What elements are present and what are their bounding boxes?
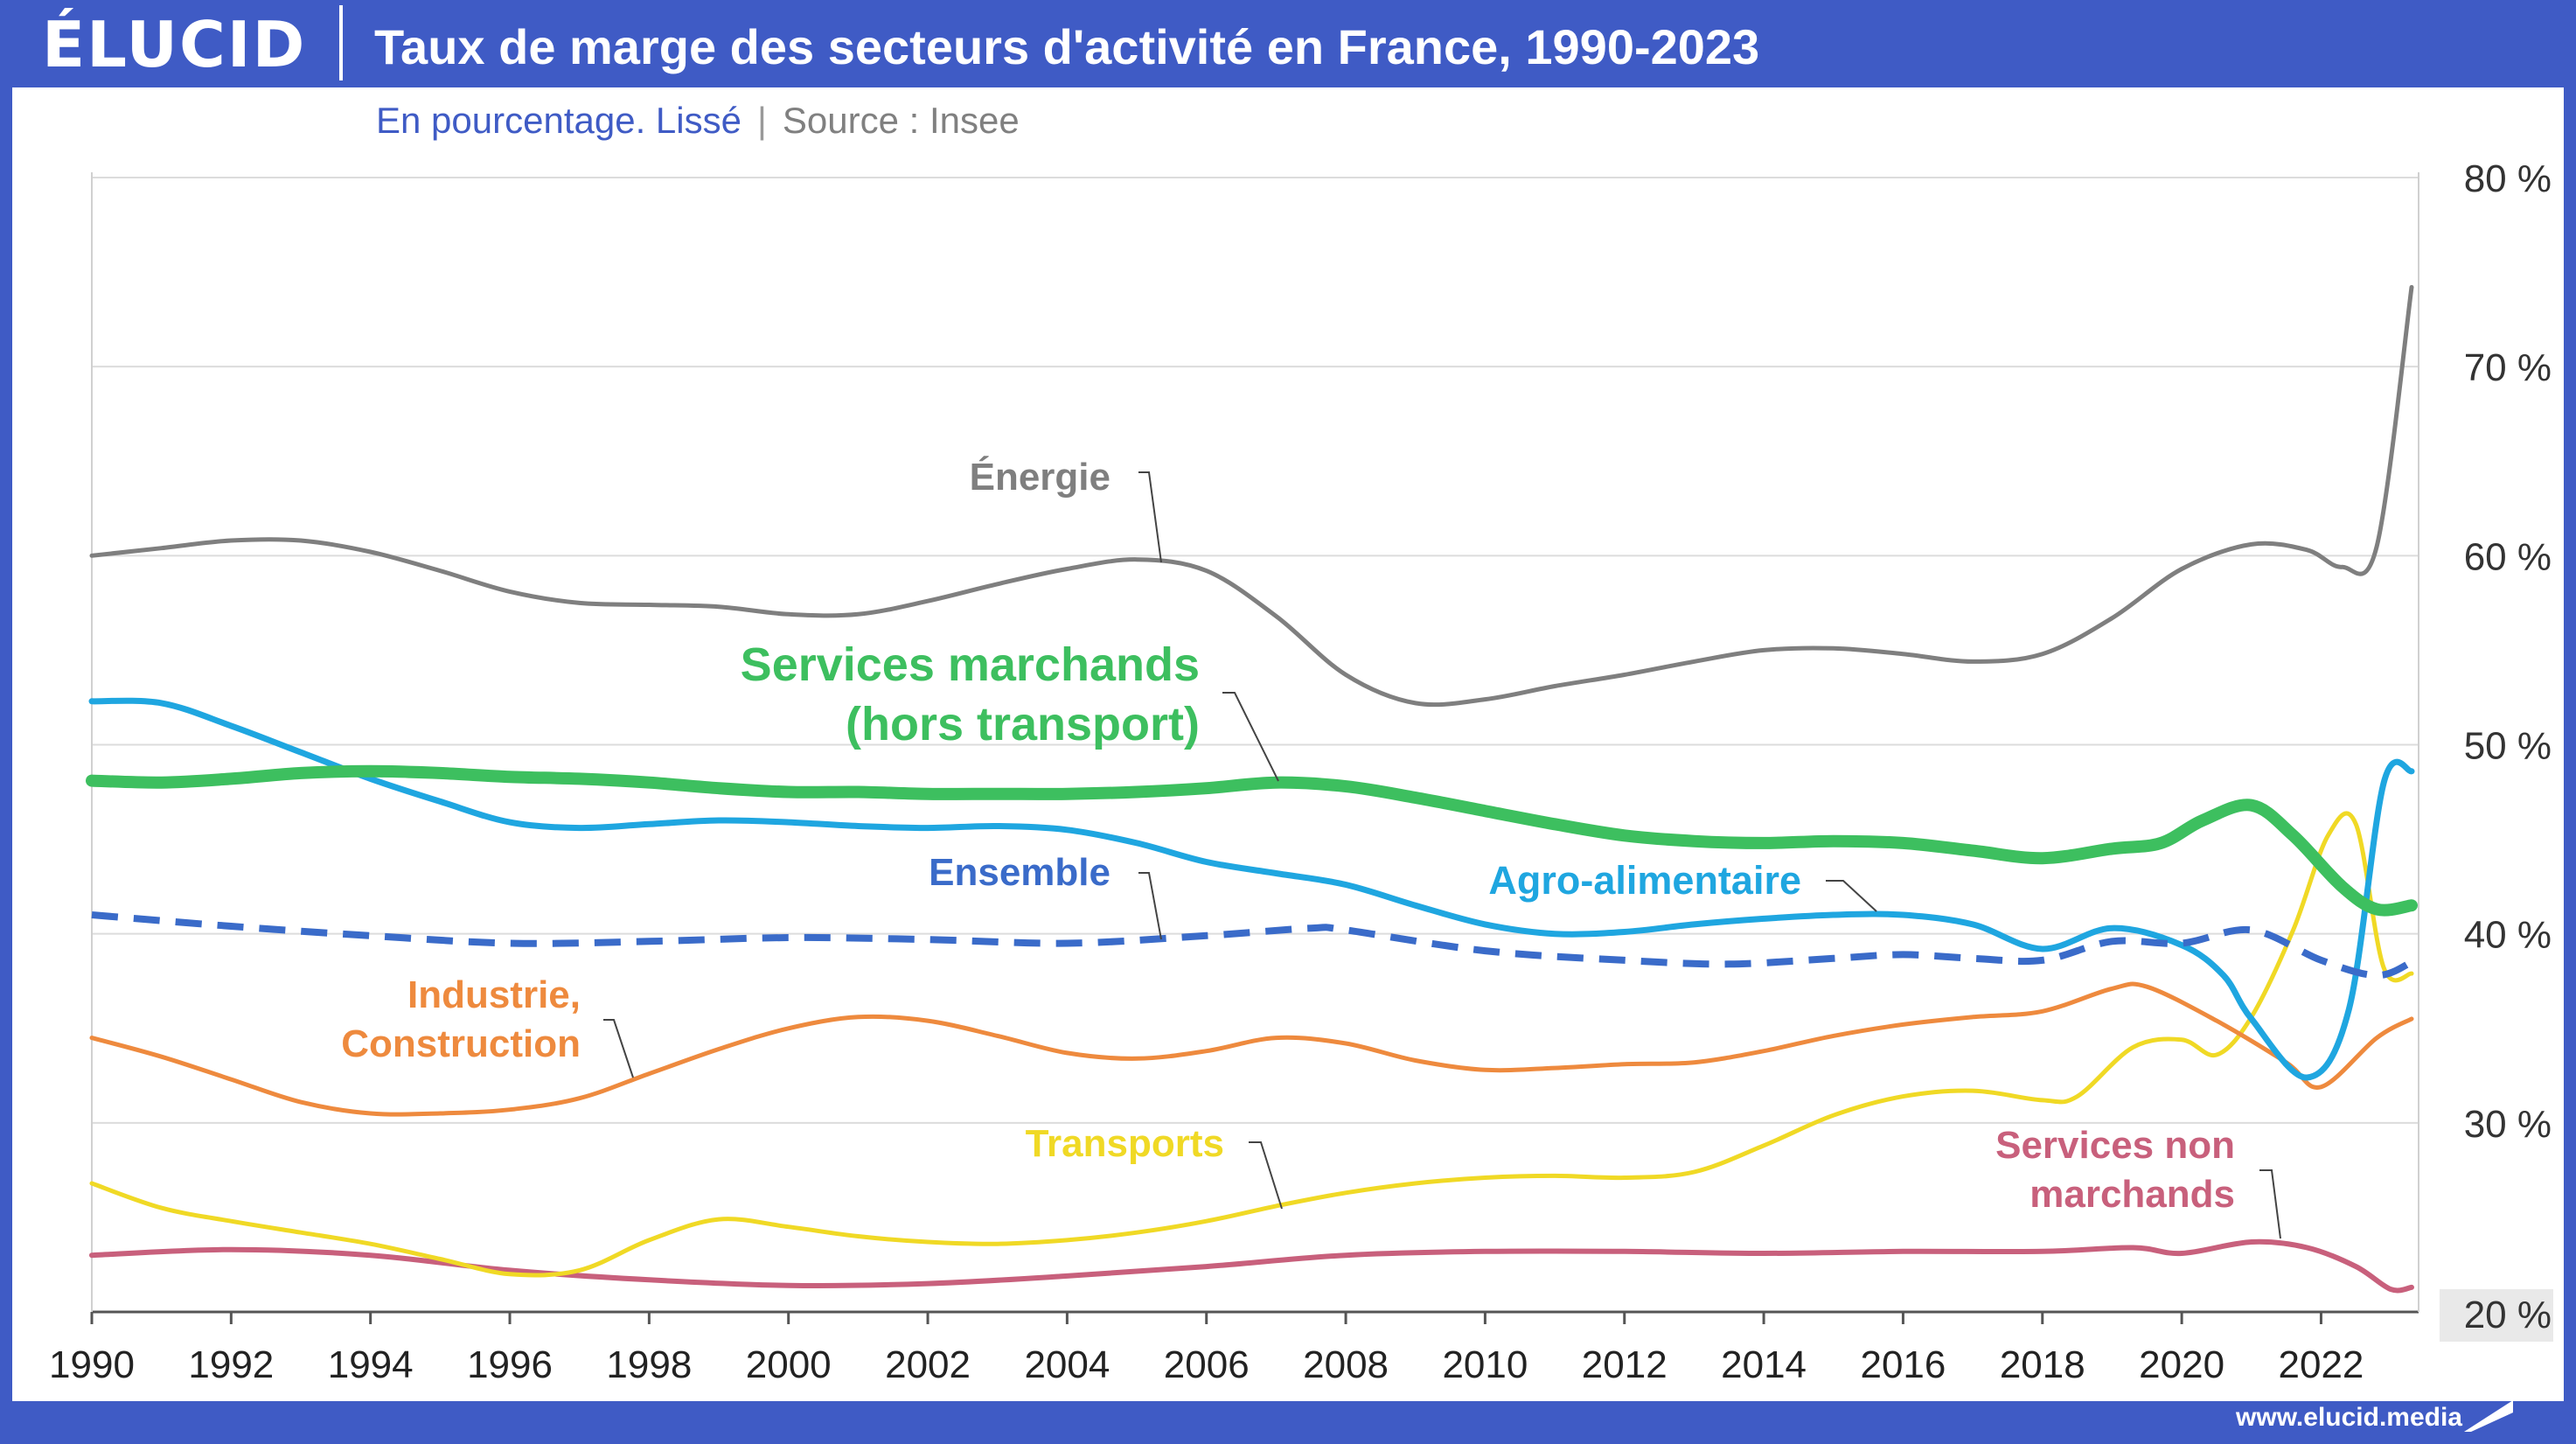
leader-agro-alimentaire [1826,880,1877,912]
header-divider [339,5,343,80]
series-line-ensemble [91,911,2413,980]
gridlines [92,177,2419,1124]
label-leaders [603,471,2281,1239]
x-tick-label: 2002 [885,1343,971,1386]
x-tick-label: 2010 [1442,1343,1528,1386]
x-tick-label: 1992 [188,1343,274,1386]
x-tick-label: 2020 [2139,1343,2224,1386]
leader-services-marchands-hors-transport [1222,692,1279,782]
x-tick-label: 1998 [606,1343,692,1386]
series-label-line: (hors transport) [846,698,1200,750]
y-tick-label: 30 % [2464,1103,2552,1146]
series-label-line: Services marchands [741,638,1200,691]
series-label-line: Construction [341,1022,581,1065]
series-line-energie [89,284,2414,708]
series-label-services-non-marchands: Services non marchands [1995,1124,2235,1216]
leader-transports [1249,1141,1283,1210]
subtitle-divider: | [756,100,767,141]
x-tick-label: 2018 [2000,1343,2085,1386]
series-labels: Énergie Services marchands (hors transport… [341,455,2235,1216]
series-label-line: Agro-alimentaire [1488,858,1801,903]
y-tick-label: 40 % [2464,914,2552,957]
y-tick-label: 20 % [2464,1294,2552,1336]
series-label-line: Services non [1995,1124,2235,1167]
chart-subtitle-line: En pourcentage. Lissé | Source : Insee [376,93,1020,149]
series-label-services-marchands-hors-transport: Services marchands (hors transport) [741,638,1200,750]
leader-ensemble [1138,872,1162,940]
x-tick-label: 2004 [1024,1343,1110,1386]
x-tick-label: 2022 [2279,1343,2364,1386]
elucid-logo[interactable]: ÉLUCID [42,8,307,81]
source-note: Source : Insee [782,100,1020,141]
series-line-industrie-construction [89,981,2414,1117]
header-bar: ÉLUCID Taux de marge des secteurs d'acti… [0,0,2576,87]
footer-url[interactable]: www.elucid.media [2236,1403,2462,1432]
series-line-agro-alimentaire [88,697,2415,1081]
x-tick-label: 2014 [1721,1343,1807,1386]
series-label-agro-alimentaire: Agro-alimentaire [1488,858,1801,903]
x-tick-label: 1994 [328,1343,414,1386]
x-tick-label: 2008 [1303,1343,1389,1386]
series-line-transports [89,811,2414,1278]
series-label-line: Industrie, [407,973,581,1016]
series-lines [86,284,2418,1294]
y-tick-label: 80 % [2464,157,2552,200]
series-label-ensemble: Ensemble [929,851,1110,894]
elucid-mark-icon [2464,1400,2513,1432]
leader-industrie-construction [603,1019,634,1078]
y-tick-bg-20 [2440,1289,2553,1342]
series-line-services-non-marchands [89,1238,2414,1294]
x-tick-label: 2006 [1164,1343,1250,1386]
x-tick-label: 2000 [746,1343,832,1386]
y-tick-label: 50 % [2464,725,2552,768]
leader-energie [1138,471,1162,563]
y-tick-label: 70 % [2464,346,2552,389]
series-label-industrie-construction: Industrie, Construction [341,973,581,1065]
x-tick-label: 2016 [1860,1343,1946,1386]
series-label-line: Énergie [970,455,1110,499]
chart-subtitle: En pourcentage. Lissé [376,100,741,141]
x-tick-label: 1990 [49,1343,135,1386]
series-label-line: Ensemble [929,851,1110,894]
x-tick-label: 1996 [467,1343,553,1386]
series-label-transports: Transports [1026,1122,1224,1165]
series-label-line: marchands [2029,1173,2235,1216]
chart-title: Taux de marge des secteurs d'activité en… [374,19,1760,74]
series-label-line: Transports [1026,1122,1224,1165]
y-tick-label: 60 % [2464,535,2552,578]
x-tick-label: 2012 [1582,1343,1667,1386]
axes: 80 % 70 % 60 % 50 % 40 % 30 % 20 % 1990 1992 1994… [49,157,2553,1386]
series-label-energie: Énergie [970,455,1110,499]
series-line-services-marchands-hors-transport [86,764,2418,917]
leader-services-non-marchands [2259,1169,2281,1239]
